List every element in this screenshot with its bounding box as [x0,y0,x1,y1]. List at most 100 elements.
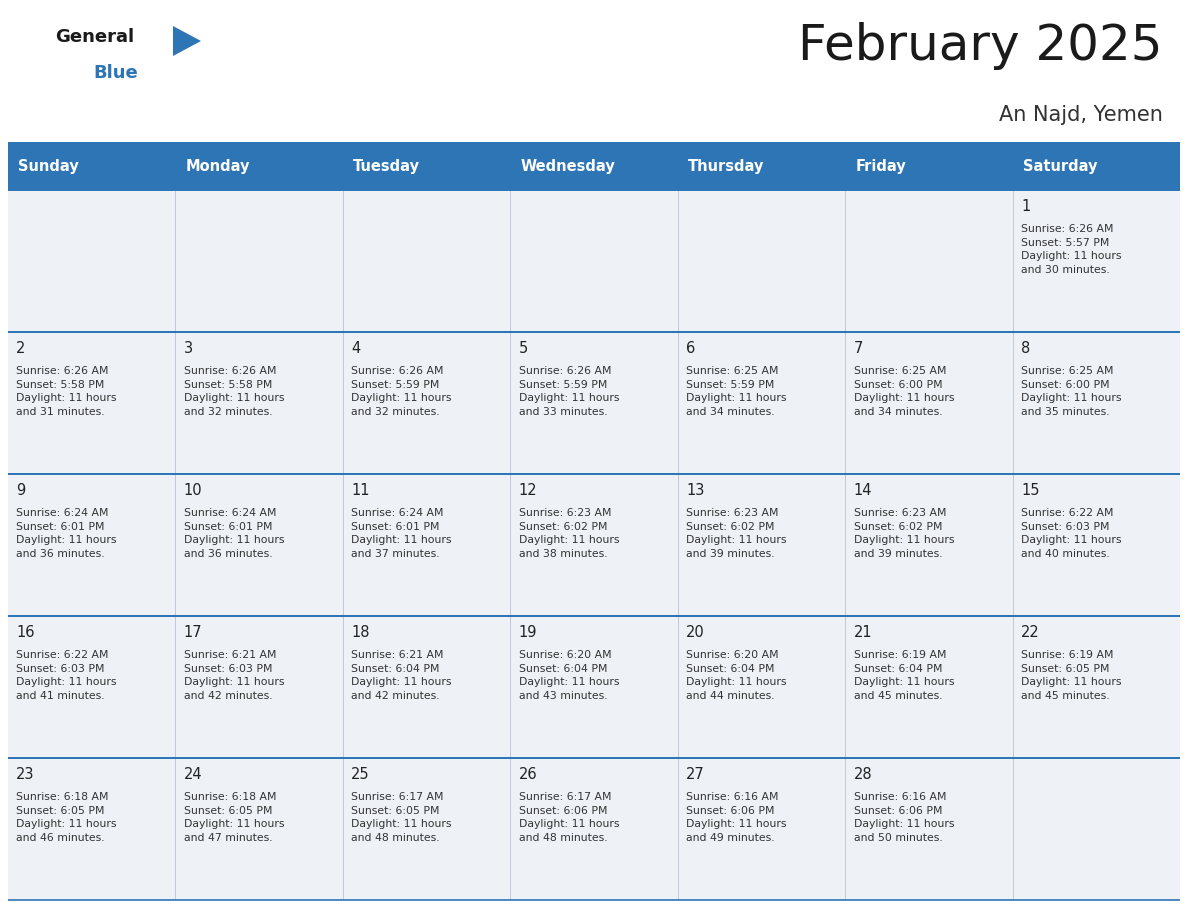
Bar [845,332,1012,474]
Text: Sunrise: 6:18 AM
Sunset: 6:05 PM
Daylight: 11 hours
and 47 minutes.: Sunrise: 6:18 AM Sunset: 6:05 PM Dayligh… [184,792,284,843]
Bar [677,332,845,474]
Bar [677,190,845,332]
Bar [511,142,677,190]
Text: 2: 2 [17,341,26,355]
Bar [343,758,511,900]
Text: Saturday: Saturday [1023,159,1097,174]
Text: 23: 23 [17,767,34,781]
Bar [1012,616,1180,758]
Text: 6: 6 [687,341,695,355]
Text: Sunrise: 6:17 AM
Sunset: 6:06 PM
Daylight: 11 hours
and 48 minutes.: Sunrise: 6:17 AM Sunset: 6:06 PM Dayligh… [519,792,619,843]
Text: Sunrise: 6:25 AM
Sunset: 6:00 PM
Daylight: 11 hours
and 34 minutes.: Sunrise: 6:25 AM Sunset: 6:00 PM Dayligh… [853,366,954,417]
Bar [845,474,1012,616]
Text: Thursday: Thursday [688,159,764,174]
Text: Sunrise: 6:19 AM
Sunset: 6:05 PM
Daylight: 11 hours
and 45 minutes.: Sunrise: 6:19 AM Sunset: 6:05 PM Dayligh… [1020,650,1121,700]
Bar [176,190,343,332]
Text: Sunrise: 6:17 AM
Sunset: 6:05 PM
Daylight: 11 hours
and 48 minutes.: Sunrise: 6:17 AM Sunset: 6:05 PM Dayligh… [352,792,451,843]
Text: 15: 15 [1020,483,1040,498]
Text: Sunrise: 6:26 AM
Sunset: 5:59 PM
Daylight: 11 hours
and 33 minutes.: Sunrise: 6:26 AM Sunset: 5:59 PM Dayligh… [519,366,619,417]
Text: Sunrise: 6:24 AM
Sunset: 6:01 PM
Daylight: 11 hours
and 36 minutes.: Sunrise: 6:24 AM Sunset: 6:01 PM Dayligh… [17,508,116,559]
Text: 24: 24 [184,767,202,781]
Text: Sunday: Sunday [18,159,78,174]
Text: 21: 21 [853,624,872,640]
Bar [343,474,511,616]
Bar [677,142,845,190]
Text: Sunrise: 6:19 AM
Sunset: 6:04 PM
Daylight: 11 hours
and 45 minutes.: Sunrise: 6:19 AM Sunset: 6:04 PM Dayligh… [853,650,954,700]
Bar [1012,332,1180,474]
Bar [343,142,511,190]
Text: Sunrise: 6:22 AM
Sunset: 6:03 PM
Daylight: 11 hours
and 41 minutes.: Sunrise: 6:22 AM Sunset: 6:03 PM Dayligh… [17,650,116,700]
Text: 26: 26 [519,767,537,781]
Text: 7: 7 [853,341,862,355]
Bar [1012,142,1180,190]
Text: February 2025: February 2025 [798,22,1163,70]
Bar [8,142,176,190]
Bar [8,332,176,474]
Bar [511,190,677,332]
Text: Sunrise: 6:16 AM
Sunset: 6:06 PM
Daylight: 11 hours
and 50 minutes.: Sunrise: 6:16 AM Sunset: 6:06 PM Dayligh… [853,792,954,843]
Bar [176,758,343,900]
Text: 17: 17 [184,624,202,640]
Text: 3: 3 [184,341,192,355]
Polygon shape [173,26,201,56]
Text: General: General [55,28,134,46]
Text: Monday: Monday [185,159,249,174]
Text: 9: 9 [17,483,26,498]
Bar [845,616,1012,758]
Text: Sunrise: 6:26 AM
Sunset: 5:58 PM
Daylight: 11 hours
and 31 minutes.: Sunrise: 6:26 AM Sunset: 5:58 PM Dayligh… [17,366,116,417]
Text: Blue: Blue [93,64,138,82]
Text: Sunrise: 6:16 AM
Sunset: 6:06 PM
Daylight: 11 hours
and 49 minutes.: Sunrise: 6:16 AM Sunset: 6:06 PM Dayligh… [687,792,786,843]
Text: 25: 25 [352,767,369,781]
Text: An Najd, Yemen: An Najd, Yemen [999,105,1163,125]
Text: Sunrise: 6:22 AM
Sunset: 6:03 PM
Daylight: 11 hours
and 40 minutes.: Sunrise: 6:22 AM Sunset: 6:03 PM Dayligh… [1020,508,1121,559]
Text: Sunrise: 6:24 AM
Sunset: 6:01 PM
Daylight: 11 hours
and 37 minutes.: Sunrise: 6:24 AM Sunset: 6:01 PM Dayligh… [352,508,451,559]
Bar [8,758,176,900]
Bar [511,332,677,474]
Bar [8,616,176,758]
Text: 13: 13 [687,483,704,498]
Bar [343,190,511,332]
Bar [845,758,1012,900]
Text: 14: 14 [853,483,872,498]
Bar [343,332,511,474]
Text: Sunrise: 6:26 AM
Sunset: 5:57 PM
Daylight: 11 hours
and 30 minutes.: Sunrise: 6:26 AM Sunset: 5:57 PM Dayligh… [1020,224,1121,274]
Bar [343,616,511,758]
Bar [1012,758,1180,900]
Bar [677,616,845,758]
Text: 27: 27 [687,767,704,781]
Text: Sunrise: 6:20 AM
Sunset: 6:04 PM
Daylight: 11 hours
and 44 minutes.: Sunrise: 6:20 AM Sunset: 6:04 PM Dayligh… [687,650,786,700]
Text: Sunrise: 6:24 AM
Sunset: 6:01 PM
Daylight: 11 hours
and 36 minutes.: Sunrise: 6:24 AM Sunset: 6:01 PM Dayligh… [184,508,284,559]
Bar [176,616,343,758]
Text: 12: 12 [519,483,537,498]
Text: 18: 18 [352,624,369,640]
Text: Sunrise: 6:23 AM
Sunset: 6:02 PM
Daylight: 11 hours
and 39 minutes.: Sunrise: 6:23 AM Sunset: 6:02 PM Dayligh… [687,508,786,559]
Bar [845,142,1012,190]
Bar [511,616,677,758]
Bar [8,190,176,332]
Bar [677,474,845,616]
Text: 16: 16 [17,624,34,640]
Text: Sunrise: 6:18 AM
Sunset: 6:05 PM
Daylight: 11 hours
and 46 minutes.: Sunrise: 6:18 AM Sunset: 6:05 PM Dayligh… [17,792,116,843]
Text: Sunrise: 6:23 AM
Sunset: 6:02 PM
Daylight: 11 hours
and 38 minutes.: Sunrise: 6:23 AM Sunset: 6:02 PM Dayligh… [519,508,619,559]
Text: Tuesday: Tuesday [353,159,419,174]
Text: Sunrise: 6:21 AM
Sunset: 6:03 PM
Daylight: 11 hours
and 42 minutes.: Sunrise: 6:21 AM Sunset: 6:03 PM Dayligh… [184,650,284,700]
Text: 10: 10 [184,483,202,498]
Bar [677,758,845,900]
Text: 1: 1 [1020,198,1030,214]
Text: Sunrise: 6:23 AM
Sunset: 6:02 PM
Daylight: 11 hours
and 39 minutes.: Sunrise: 6:23 AM Sunset: 6:02 PM Dayligh… [853,508,954,559]
Bar [511,474,677,616]
Text: Wednesday: Wednesday [520,159,615,174]
Bar [1012,474,1180,616]
Bar [511,758,677,900]
Text: Sunrise: 6:26 AM
Sunset: 5:59 PM
Daylight: 11 hours
and 32 minutes.: Sunrise: 6:26 AM Sunset: 5:59 PM Dayligh… [352,366,451,417]
Bar [176,142,343,190]
Text: Sunrise: 6:26 AM
Sunset: 5:58 PM
Daylight: 11 hours
and 32 minutes.: Sunrise: 6:26 AM Sunset: 5:58 PM Dayligh… [184,366,284,417]
Text: 8: 8 [1020,341,1030,355]
Text: 5: 5 [519,341,527,355]
Text: 4: 4 [352,341,360,355]
Bar [8,474,176,616]
Text: 11: 11 [352,483,369,498]
Text: Sunrise: 6:25 AM
Sunset: 5:59 PM
Daylight: 11 hours
and 34 minutes.: Sunrise: 6:25 AM Sunset: 5:59 PM Dayligh… [687,366,786,417]
Bar [176,474,343,616]
Bar [1012,190,1180,332]
